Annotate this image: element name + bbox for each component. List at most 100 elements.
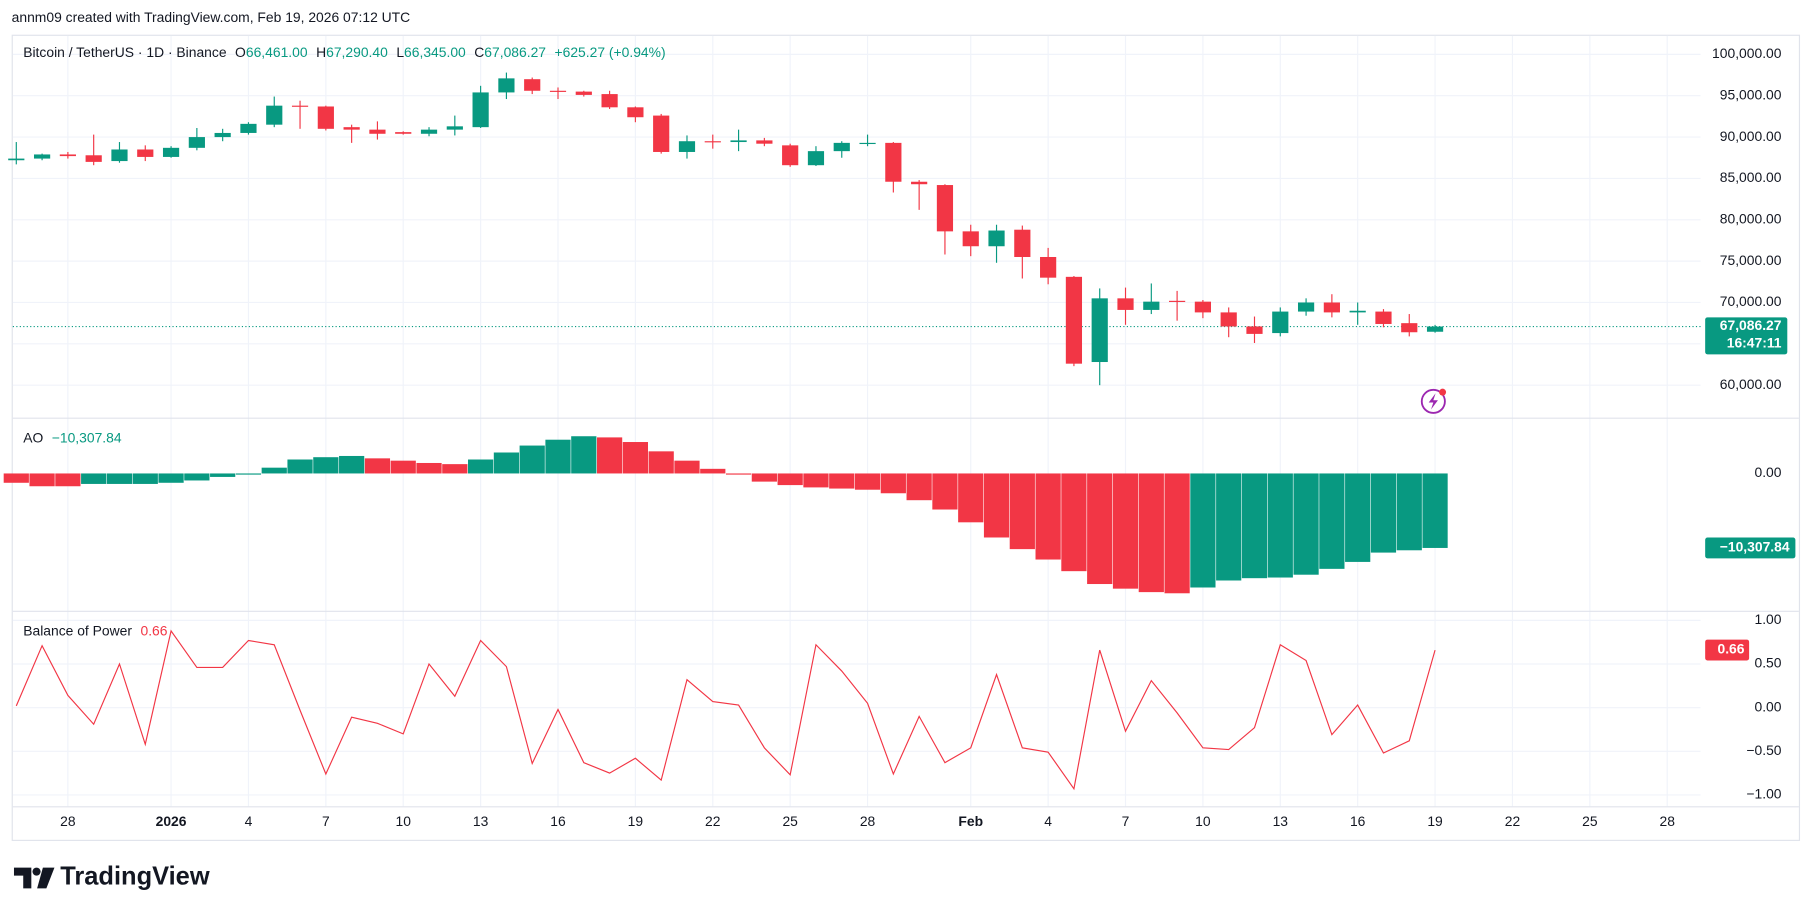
- x-tick-label: 22: [1505, 813, 1521, 829]
- grid: [12, 35, 1701, 807]
- ao-bar: [3, 473, 29, 483]
- candle-body: [33, 154, 51, 159]
- x-tick-label: 25: [782, 813, 798, 829]
- ao-bar: [184, 473, 210, 481]
- legend-key: O: [235, 44, 246, 60]
- ao-bar: [261, 467, 287, 474]
- candle-body: [549, 90, 567, 92]
- alert-bolt[interactable]: [1428, 393, 1438, 410]
- candle-body: [627, 107, 644, 118]
- candle-body: [343, 127, 360, 130]
- ao-bar: [287, 459, 313, 474]
- y-tick-label: −0.50: [1746, 742, 1781, 758]
- y-tick-label: −1.00: [1746, 786, 1781, 802]
- ao-bar: [1216, 473, 1242, 581]
- brand-logo[interactable]: TradingView: [13, 863, 210, 891]
- candle-body: [1323, 302, 1340, 313]
- bop-legend: Balance of Power 0.66: [23, 622, 168, 638]
- x-tick-label: 16: [1350, 813, 1366, 829]
- chart-frame: [11, 34, 1801, 841]
- indicator-title: AO: [23, 429, 43, 445]
- y-tick-label: 0.00: [1754, 698, 1781, 714]
- ao-bar: [1396, 473, 1422, 551]
- attribution: annm09 created with TradingView.com, Feb…: [12, 9, 411, 25]
- ao-bar: [545, 439, 571, 474]
- x-tick-label: 25: [1582, 813, 1598, 829]
- ao-bar: [648, 451, 674, 474]
- candle-body: [911, 181, 928, 185]
- ao-bar: [829, 473, 855, 489]
- ao-bar: [519, 445, 545, 474]
- indicator-title: Balance of Power: [23, 622, 132, 638]
- brand-name[interactable]: TradingView: [60, 863, 210, 891]
- candle-body: [162, 147, 180, 157]
- x-tick-label: 10: [396, 813, 412, 829]
- x-tick-label: 4: [245, 813, 253, 829]
- ao-bar: [1267, 473, 1293, 578]
- candle-body: [1065, 276, 1083, 364]
- candle-body: [1246, 326, 1263, 334]
- ao-bar: [854, 473, 881, 490]
- x-tick-label: Feb: [958, 813, 983, 829]
- ao-bar: [596, 437, 623, 474]
- x-tick-label: 28: [60, 813, 76, 829]
- ao-bar: [390, 460, 416, 474]
- ao-bar: [571, 436, 597, 474]
- countdown-label: 16:47:11: [1727, 335, 1782, 351]
- candle-body: [420, 129, 438, 134]
- candle-body: [833, 142, 850, 152]
- legend-value: 66,345.00: [404, 44, 466, 60]
- candle-body: [678, 141, 696, 152]
- overlay: 28 2026 4 7 10 13 16 19 22 25 28 Feb 4 7 10 13 16 19 22 25 2…: [60, 45, 1796, 829]
- candle-body: [1426, 326, 1444, 332]
- ao-bar: [1138, 473, 1164, 593]
- ao-bar: [906, 473, 932, 501]
- ao-bar: [158, 473, 184, 483]
- x-tick-label: 22: [705, 813, 721, 829]
- ao-bar: [81, 473, 107, 484]
- symbol-title: Bitcoin / TetherUS · 1D · Binance: [23, 44, 227, 60]
- ao-bar: [313, 457, 339, 474]
- y-tick-label: 90,000.00: [1720, 128, 1782, 144]
- legend-value: 67,290.40: [326, 44, 388, 60]
- candle-body: [85, 155, 102, 162]
- candle-body: [1169, 300, 1186, 302]
- logo-mark[interactable]: [13, 867, 32, 889]
- candle-body: [188, 137, 205, 148]
- candle-body: [601, 94, 618, 108]
- ao-bar: [880, 473, 906, 494]
- x-tick-label: 10: [1195, 813, 1211, 829]
- candle-body: [59, 154, 76, 157]
- ao-bar: [1345, 473, 1371, 562]
- candle-body: [1297, 302, 1315, 312]
- candle-body: [885, 142, 902, 182]
- ao-bar: [1035, 473, 1061, 560]
- candle-body: [524, 79, 541, 91]
- candle-body: [395, 132, 412, 134]
- logo-mark[interactable]: [37, 867, 55, 889]
- candle-body: [782, 145, 799, 166]
- ao-badge-label: −10,307.84: [1720, 539, 1790, 555]
- alert-dot[interactable]: [1439, 388, 1447, 396]
- x-tick-label: 4: [1044, 813, 1052, 829]
- candle-body: [266, 105, 283, 125]
- legend-value: 66,461.00: [246, 44, 308, 60]
- ao-legend: AO −10,307.84: [23, 429, 122, 445]
- ao-bar: [1422, 473, 1448, 548]
- legend-key: H: [316, 44, 326, 60]
- logo-mark[interactable]: [32, 867, 41, 876]
- candle-body: [137, 149, 154, 157]
- candle-body: [1014, 229, 1031, 257]
- ao-bar: [1370, 473, 1397, 553]
- y-tick-label: 0.50: [1754, 655, 1781, 671]
- x-tick-label: 19: [628, 813, 644, 829]
- alert-icon[interactable]: [1420, 388, 1447, 414]
- candle-body: [446, 126, 463, 130]
- y-tick-label: 100,000.00: [1712, 45, 1782, 61]
- x-tick-label: 19: [1427, 813, 1443, 829]
- ao-bar: [1061, 473, 1087, 572]
